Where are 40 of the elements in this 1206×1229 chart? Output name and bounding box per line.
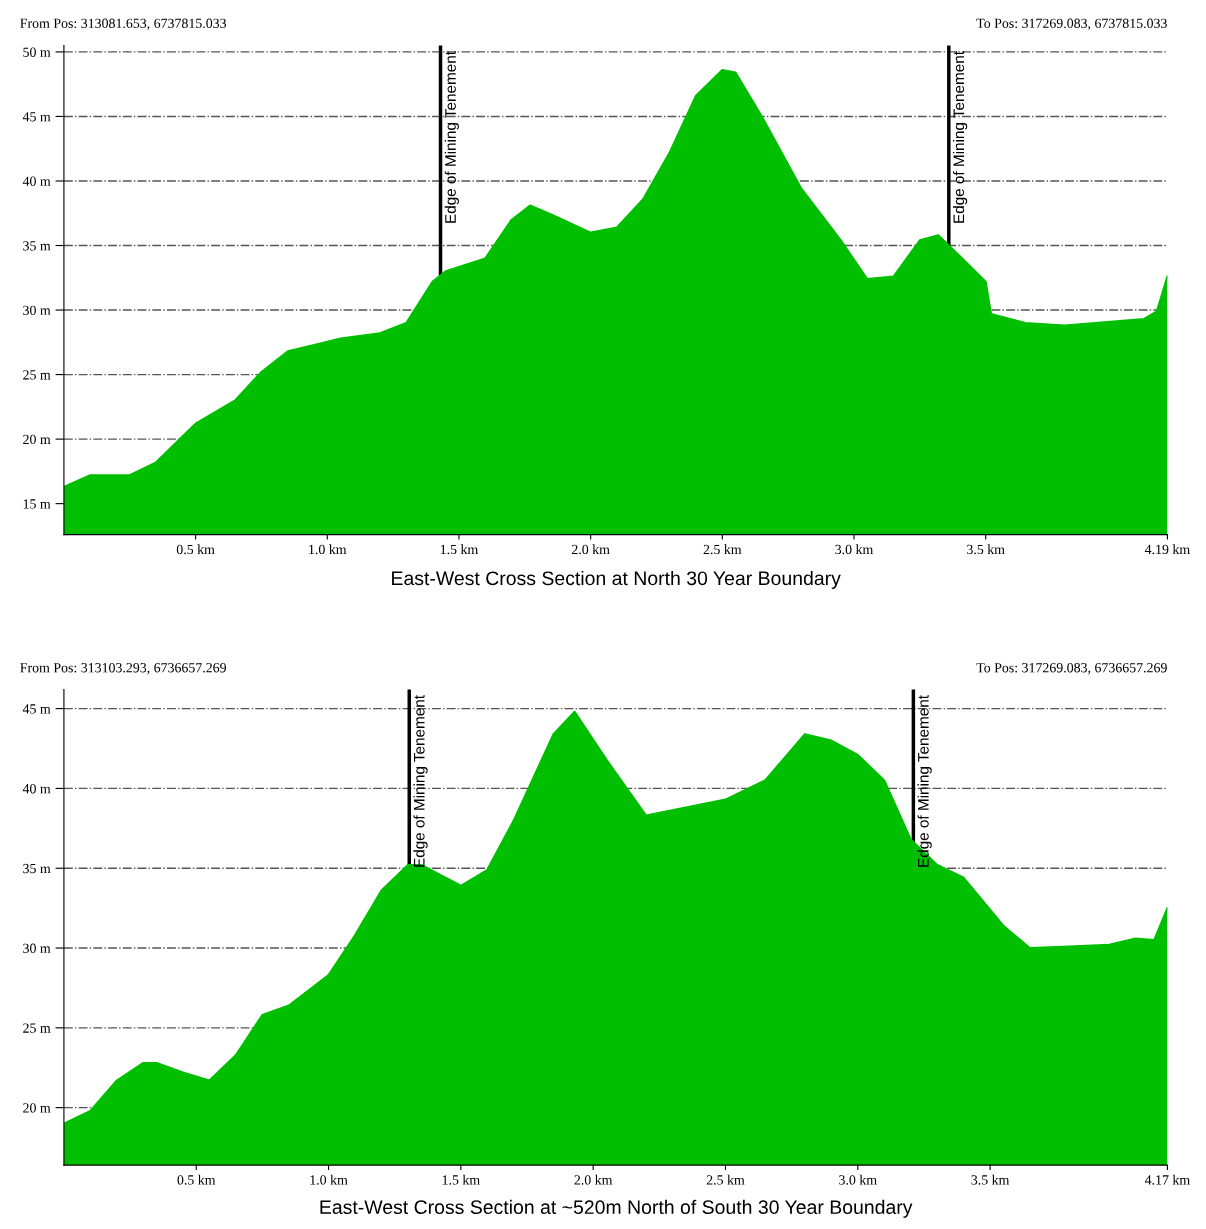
text: East-West Cross Section at North 30 Year Boundary — [392, 570, 841, 590]
y-tick-label: 25 m — [23, 370, 51, 380]
ref-line-label: Edge of Mining Tenement — [952, 51, 968, 223]
text: East-West Cross Section at ~520m North of South 30 Year Boundary — [320, 1199, 913, 1218]
y-tick-label: 50 m — [23, 47, 51, 57]
x-tick-label: 0.5 km — [176, 544, 215, 555]
x-tick-label: 3.0 km — [835, 544, 874, 555]
y-tick-label: 45 m — [22, 112, 51, 122]
x-tick-label: 4.19 km — [1144, 544, 1190, 555]
x-tick-label: 3.0 km — [839, 1174, 877, 1185]
text: To Pos: 317269.083, 6736657.269 — [976, 663, 1167, 675]
y-tick-label: 35 m — [23, 241, 51, 251]
x-tick-label: 1.0 km — [309, 544, 347, 555]
y-tick-label: 20 m — [23, 434, 51, 445]
x-tick-label: 1.0 km — [310, 1174, 348, 1185]
x-tick-label: 3.5 km — [971, 1174, 1010, 1185]
ref-line-label: Edge of Mining Tenement — [917, 695, 932, 867]
x-tick-label: 2.0 km — [571, 544, 610, 555]
y-tick-label: 30 m — [23, 305, 51, 315]
x-tick-label: 4.17 km — [1144, 1174, 1190, 1185]
y-tick-label: 35 m — [23, 863, 51, 874]
x-tick-label: 0.5 km — [177, 1174, 216, 1185]
ref-line-label: Edge of Mining Tenement — [413, 695, 428, 867]
text: To Pos: 317269.083, 6737815.033 — [976, 18, 1167, 30]
y-tick-label: 25 m — [23, 1023, 51, 1033]
y-tick-label: 40 m — [22, 784, 51, 794]
y-tick-label: 30 m — [23, 943, 51, 953]
text: From Pos: 313103.293, 6736657.269 — [20, 663, 227, 675]
y-tick-label: 20 m — [23, 1103, 51, 1113]
y-tick-label: 45 m — [22, 704, 51, 714]
x-tick-label: 3.5 km — [967, 544, 1005, 555]
x-tick-label: 1.5 km — [440, 544, 479, 555]
x-tick-label: 2.5 km — [703, 544, 742, 555]
ref-line-label: Edge of Mining Tenement — [444, 51, 459, 223]
x-tick-label: 1.5 km — [442, 1174, 480, 1185]
text: From Pos: 313081.653, 6737815.033 — [20, 18, 227, 30]
y-tick-label: 40 m — [22, 176, 51, 186]
y-tick-label: 15 m — [23, 499, 51, 509]
x-tick-label: 2.5 km — [706, 1174, 745, 1185]
x-tick-label: 2.0 km — [574, 1174, 613, 1185]
